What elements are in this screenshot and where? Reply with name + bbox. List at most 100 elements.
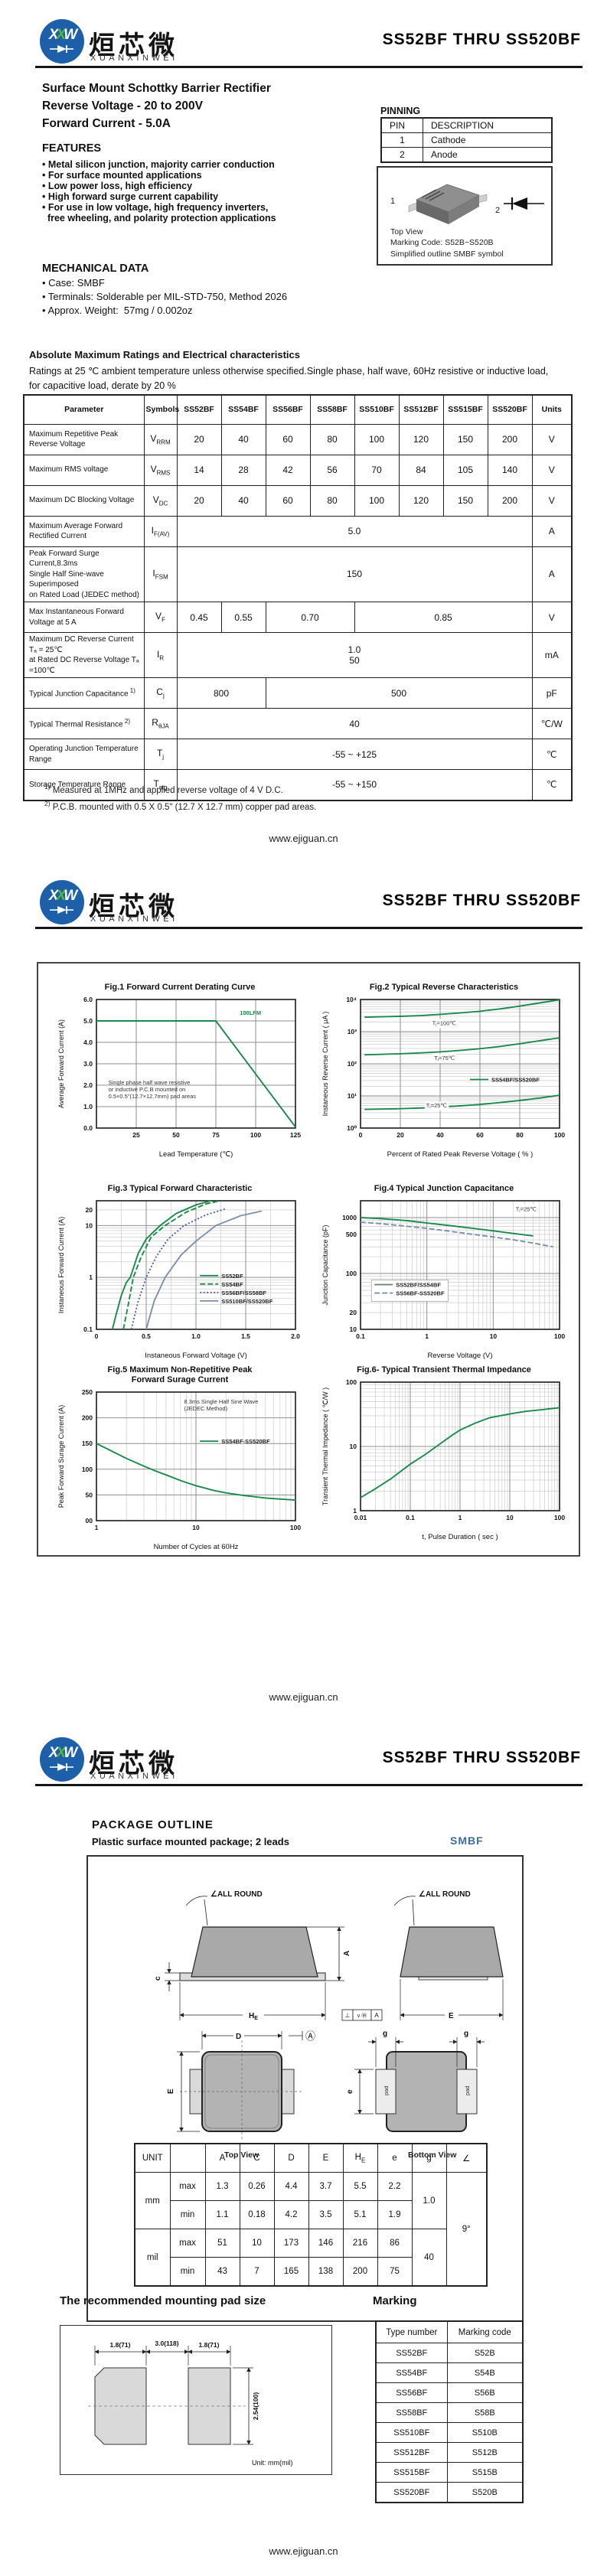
svg-text:10⁰: 10⁰ <box>347 1124 357 1132</box>
ratings-row: Typical Thermal Resistance 2) RθJA 40 ℃/W <box>23 708 573 739</box>
pad-unit-note: Unit: mm(mil) <box>252 2459 293 2467</box>
fig6-svg: 0.01 0.1 1 10 100 1 10 100 t, Pulse Duration ( s… <box>321 1378 565 1541</box>
fig-3: Fig.3 Typical Forward Characteristic 0 0.5… <box>54 1184 306 1367</box>
summary-line: Reverse Voltage - 20 to 200V <box>42 99 203 112</box>
brand-logo: XXW <box>40 880 84 924</box>
page-title: SS52BF THRU SS520BF <box>382 1749 581 1766</box>
pad-label: pad <box>383 2085 390 2095</box>
ratings-row: Max Instantaneous Forward Voltage at 5 A… <box>23 602 573 633</box>
fig-4-plot: 0.1 1 10 100 10 20 100 500 1000 Reverse Voltage (… <box>318 1195 570 1367</box>
fig-4: Fig.4 Typical Junction Capacitance 0.1 1 10… <box>318 1184 570 1367</box>
datum-a-label: Ⓐ <box>305 2030 315 2042</box>
svg-text:10: 10 <box>490 1332 498 1340</box>
svg-text:1: 1 <box>459 1514 462 1521</box>
header-rule <box>35 1784 583 1786</box>
svg-text:100LFM: 100LFM <box>240 1009 261 1016</box>
feature-item: • High forward surge current capability <box>42 191 219 202</box>
mounting-pad-drawing: 1.8(71) 3.0(118) 1.8(71) 2.54(100) Unit:… <box>88 2340 293 2467</box>
fig5-svg: 1 10 100 00 50 100 150 200 250 Number of Cycles a… <box>57 1388 301 1551</box>
svg-text:SS56BF-SS520BF: SS56BF-SS520BF <box>396 1290 445 1297</box>
svg-text:100: 100 <box>290 1524 301 1531</box>
ratings-row: Maximum DC Blocking Voltage VDC 20 40 60 80 10… <box>23 484 573 517</box>
svg-text:Single phase half wave resisti: Single phase half wave resistive <box>109 1079 191 1086</box>
page3-footer-url: www.ejiguan.cn <box>269 2545 338 2557</box>
svg-text:SS52BF/SS54BF: SS52BF/SS54BF <box>396 1282 441 1289</box>
marking-row: SS512BF S512B <box>375 2442 524 2463</box>
svg-text:1: 1 <box>95 1524 99 1531</box>
fig3-svg: 0 0.5 1.0 1.5 2.0 0.1 1 10 20 Instaneous Forward … <box>57 1200 300 1360</box>
svg-text:10³: 10³ <box>348 1028 357 1035</box>
svg-text:8.3ms Single Half Sine Wave: 8.3ms Single Half Sine Wave <box>184 1398 258 1405</box>
pad-dim-vertical: 2.54(100) <box>252 2392 259 2421</box>
svg-text:0: 0 <box>95 1332 99 1340</box>
marking-row: SS515BF S515B <box>375 2462 524 2483</box>
mechanical-heading: MECHANICAL DATA <box>42 262 149 275</box>
dim-a-label: A <box>343 1951 351 1956</box>
dim-e-bot-label: e <box>346 2089 354 2094</box>
brand-name-en: XUANXINWEI <box>90 1772 178 1781</box>
header-rule <box>35 927 583 929</box>
pinning-col-pin: PIN <box>380 117 424 133</box>
svg-text:4.0: 4.0 <box>83 1039 93 1046</box>
all-round-label: ∠ALL ROUND <box>419 1890 471 1899</box>
marking-heading: Marking <box>373 2294 417 2307</box>
svg-text:(JEDEC Method): (JEDEC Method) <box>184 1405 227 1412</box>
pad-dim-right: 1.8(71) <box>199 2341 220 2349</box>
brand-name-cn: 烜芯微 <box>89 1749 178 1779</box>
pkg-caption-outline: Simplified outline SMBF symbol <box>390 249 504 259</box>
figures-panel <box>37 962 580 1557</box>
ratings-header-row: Parameter Symbols SS52BF SS54BF SS56BF S… <box>23 394 573 425</box>
svg-text:6.0: 6.0 <box>83 996 93 1003</box>
package-preview-box: 1 2 Top View Marking Code: S52B~S520B Si… <box>377 166 553 266</box>
brand-name-en: XUANXINWEI <box>90 54 178 63</box>
marking-header-row: Type number Marking code <box>375 2320 524 2343</box>
pkg-caption-marking: Marking Code: S52B~S520B <box>390 238 494 247</box>
ratings-row: Maximum Average Forward Rectified Curren… <box>23 515 573 547</box>
svg-text:500: 500 <box>346 1231 357 1238</box>
dims-row: min 43 7 165 138 200 75 <box>135 2257 487 2287</box>
ratings-row: Operating Junction Temperature Range Tj -5… <box>23 739 573 770</box>
pad-dim-left: 1.8(71) <box>110 2341 131 2349</box>
svg-text:20: 20 <box>86 1206 93 1214</box>
svg-text:20: 20 <box>397 1131 404 1139</box>
pinning-table: PIN DESCRIPTION 1 Cathode 2 Anode <box>380 117 553 163</box>
svg-text:Average Forward Current (A): Average Forward Current (A) <box>57 1019 65 1108</box>
dims-row: mil max 51 10 173 146 216 86 40 <box>134 2229 487 2287</box>
svg-text:80: 80 <box>516 1131 524 1139</box>
svg-text:0.1: 0.1 <box>83 1325 93 1333</box>
svg-text:Percent of Rated Peak Reverse: Percent of Rated Peak Reverse Voltage ( … <box>387 1150 534 1159</box>
fig4-svg: 0.1 1 10 100 10 20 100 500 1000 Reverse Voltage (… <box>321 1200 565 1360</box>
dims-row: mm max 1.3 0.26 4.4 3.7 5.5 2.2 1.0 9° <box>134 2172 488 2287</box>
marking-row: SS520BF S520B <box>375 2482 524 2503</box>
svg-text:10: 10 <box>86 1221 93 1229</box>
svg-text:50: 50 <box>86 1491 93 1498</box>
brand-name-cn: 烜芯微 <box>89 892 178 921</box>
svg-text:40: 40 <box>436 1131 444 1139</box>
svg-text:Tⱼ=75℃: Tⱼ=75℃ <box>434 1055 455 1061</box>
svg-text:0.5×0.5"(12.7×12.7mm) pad are: 0.5×0.5"(12.7×12.7mm) pad areas <box>109 1093 197 1100</box>
datum-frame: ⊥ v Ⓜ A <box>341 2009 383 2021</box>
svg-text:125: 125 <box>290 1131 301 1139</box>
feature-item: • For use in low voltage, high frequency… <box>42 202 276 223</box>
fig1-svg: 25 50 75 100 125 0.0 1.0 2.0 3.0 4.0 5.0 6.0 Lead Te… <box>57 996 301 1159</box>
svg-text:SS54BF: SS54BF <box>221 1281 243 1288</box>
pinning-heading: PINNING <box>380 106 421 116</box>
ratings-tbody: Maximum Repetitive Peak Reverse Voltage V… <box>23 423 573 801</box>
svg-text:2.0: 2.0 <box>291 1332 300 1340</box>
svg-text:5.0: 5.0 <box>83 1017 93 1025</box>
svg-text:Tⱼ=100℃: Tⱼ=100℃ <box>432 1020 457 1027</box>
fig-1-plot: 25 50 75 100 125 0.0 1.0 2.0 3.0 4.0 5.0 6.0 Lead Te… <box>54 993 306 1166</box>
brand-name-cn: 烜芯微 <box>89 31 178 60</box>
svg-text:1.5: 1.5 <box>241 1332 250 1340</box>
svg-text:Instaneous Reverse Current ( μ: Instaneous Reverse Current ( μA ) <box>321 1012 329 1117</box>
svg-text:2.0: 2.0 <box>83 1081 93 1089</box>
svg-text:100: 100 <box>554 1332 565 1340</box>
mechanical-list: • Case: SMBF • Terminals: Solderable per… <box>42 276 287 318</box>
svg-text:250: 250 <box>82 1388 93 1396</box>
page1-footer-url: www.ejiguan.cn <box>269 833 338 844</box>
svg-text:10²: 10² <box>348 1060 357 1068</box>
feature-item: • For surface mounted applications <box>42 170 202 181</box>
svg-text:1.0: 1.0 <box>83 1103 93 1110</box>
svg-text:10: 10 <box>350 1443 357 1450</box>
fig-5: Fig.5 Maximum Non-Repetitive Peak Forwar… <box>54 1365 306 1558</box>
